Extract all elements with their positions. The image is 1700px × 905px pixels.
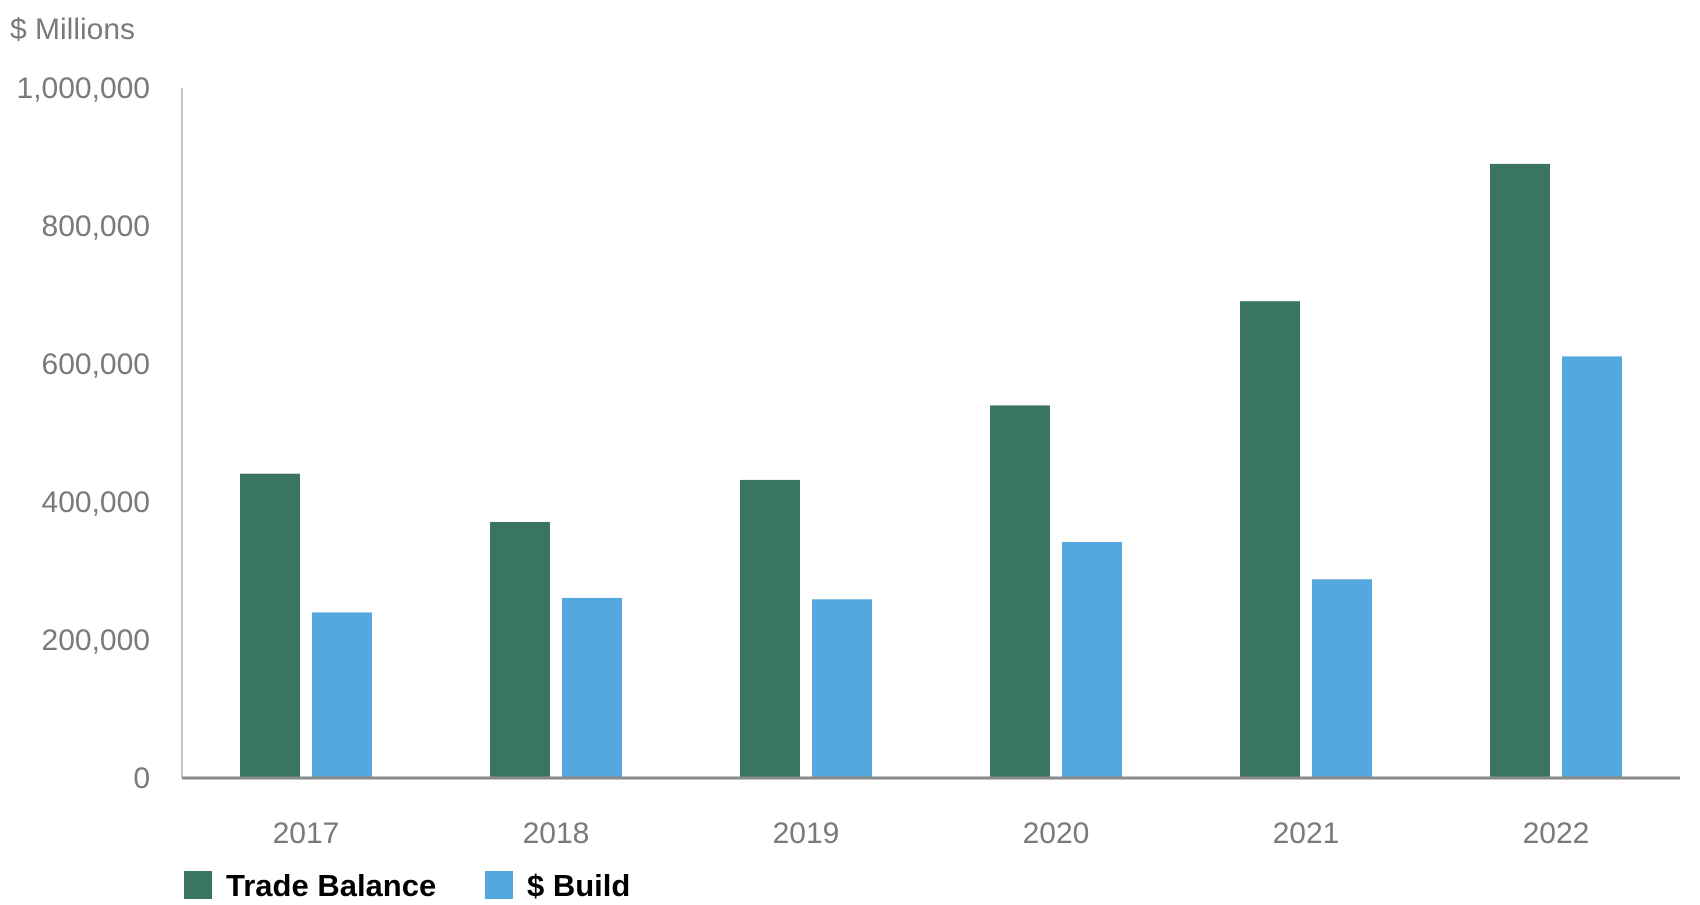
legend-label: Trade Balance — [226, 868, 436, 903]
y-tick-label: 0 — [133, 762, 150, 795]
bar-build-2019 — [812, 599, 872, 778]
bar-trade-balance-2017 — [240, 473, 300, 778]
y-tick-label: 800,000 — [42, 210, 150, 243]
legend: Trade Balance $ Build — [184, 868, 630, 903]
bar-build-2022 — [1562, 356, 1622, 778]
legend-swatch — [184, 871, 212, 899]
x-tick-label: 2020 — [1023, 817, 1090, 850]
x-tick-label: 2017 — [273, 817, 340, 850]
bar-build-2021 — [1312, 579, 1372, 778]
legend-swatch — [485, 871, 513, 899]
y-tick-label: 600,000 — [42, 348, 150, 381]
x-tick-label: 2021 — [1273, 817, 1340, 850]
bar-build-2018 — [562, 597, 622, 778]
y-tick-label: 400,000 — [42, 486, 150, 519]
bar-trade-balance-2018 — [490, 522, 550, 778]
bar-trade-balance-2022 — [1490, 163, 1550, 778]
x-axis-ticks: 2017 2018 2019 2020 2021 2022 — [273, 817, 1590, 850]
y-tick-label: 200,000 — [42, 624, 150, 657]
x-tick-label: 2019 — [773, 817, 840, 850]
bar-build-2017 — [312, 612, 372, 778]
bar-trade-balance-2019 — [740, 479, 800, 778]
y-axis-unit-label: $ Millions — [10, 13, 135, 46]
y-axis-ticks: 0 200,000 400,000 600,000 800,000 1,000,000 — [17, 72, 150, 795]
x-tick-label: 2022 — [1523, 817, 1590, 850]
bar-build-2020 — [1062, 542, 1122, 778]
bars-group — [240, 163, 1622, 778]
bar-trade-balance-2020 — [990, 405, 1050, 778]
y-tick-label: 1,000,000 — [17, 72, 150, 105]
x-tick-label: 2018 — [523, 817, 590, 850]
legend-label: $ Build — [527, 868, 630, 903]
bar-trade-balance-2021 — [1240, 301, 1300, 778]
